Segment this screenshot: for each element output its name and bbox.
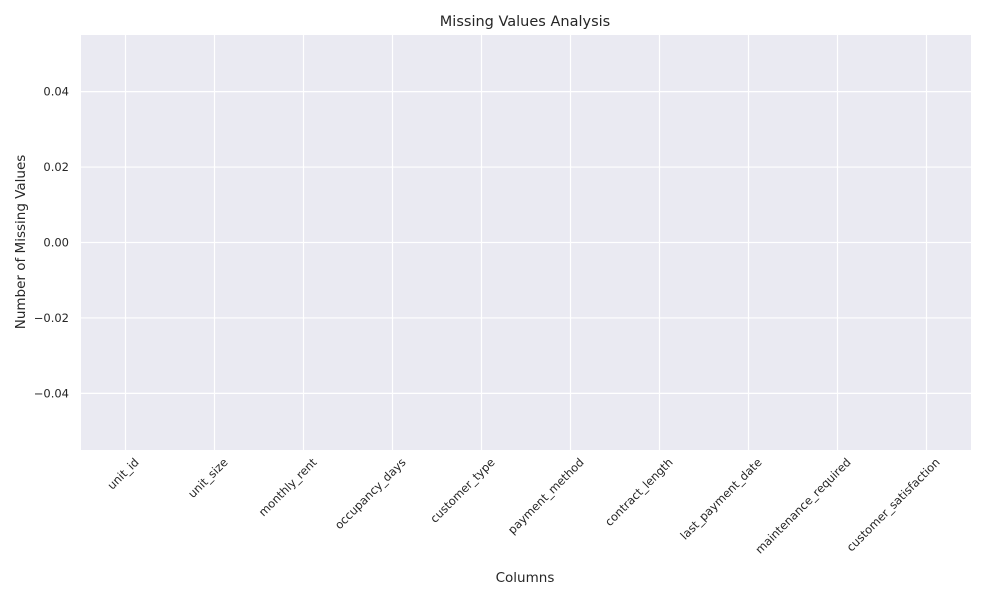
x-tick-label: unit_id <box>104 455 141 492</box>
x-tick-label: maintenance_required <box>752 455 853 556</box>
y-axis-label: Number of Missing Values <box>13 155 29 330</box>
grid-layer <box>81 35 971 450</box>
y-tick-label: 0.00 <box>43 236 69 250</box>
x-tick-label: customer_satisfaction <box>844 455 943 554</box>
chart-title: Missing Values Analysis <box>440 14 610 30</box>
x-tick-label: payment_method <box>505 455 587 537</box>
y-tick-label: 0.02 <box>43 160 69 174</box>
y-tick-label: −0.02 <box>34 311 69 325</box>
x-axis-label: Columns <box>496 570 555 586</box>
x-tick-label: contract_length <box>602 455 676 529</box>
x-tick-label: customer_type <box>427 455 497 525</box>
x-tick-label: monthly_rent <box>256 455 320 519</box>
y-tick-label: −0.04 <box>34 386 69 400</box>
x-tick-label: unit_size <box>185 455 230 500</box>
y-tick-labels: −0.04 −0.02 0.00 0.02 0.04 <box>34 85 69 401</box>
x-tick-label: occupancy_days <box>332 455 409 532</box>
x-tick-labels: unit_id unit_size monthly_rent occupancy_da… <box>104 455 942 557</box>
y-tick-label: 0.04 <box>43 85 69 99</box>
x-tick-label: last_payment_date <box>677 455 764 542</box>
